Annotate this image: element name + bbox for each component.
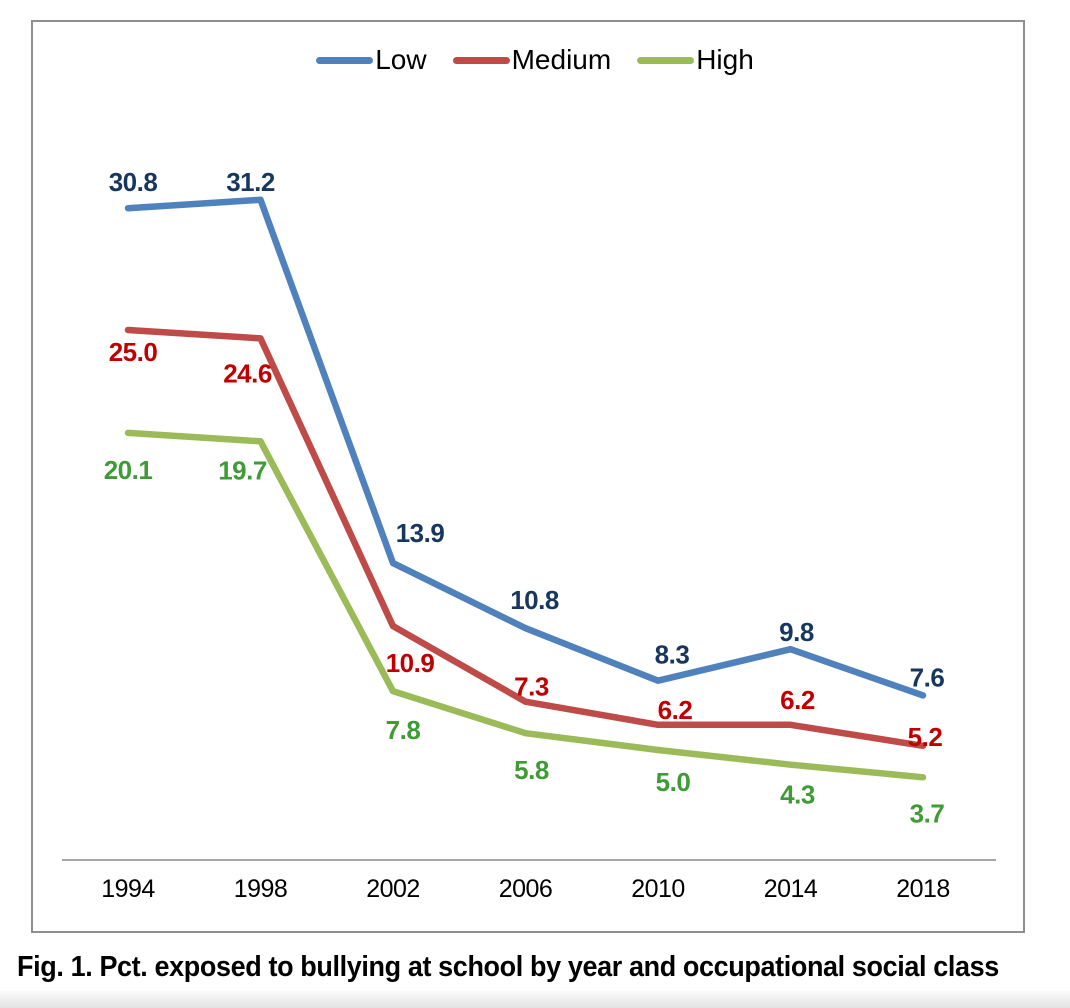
- chart-frame: [31, 20, 1025, 933]
- bottom-edge-strip: [0, 991, 1070, 1008]
- figure-caption: Fig. 1. Pct. exposed to bullying at scho…: [17, 951, 999, 983]
